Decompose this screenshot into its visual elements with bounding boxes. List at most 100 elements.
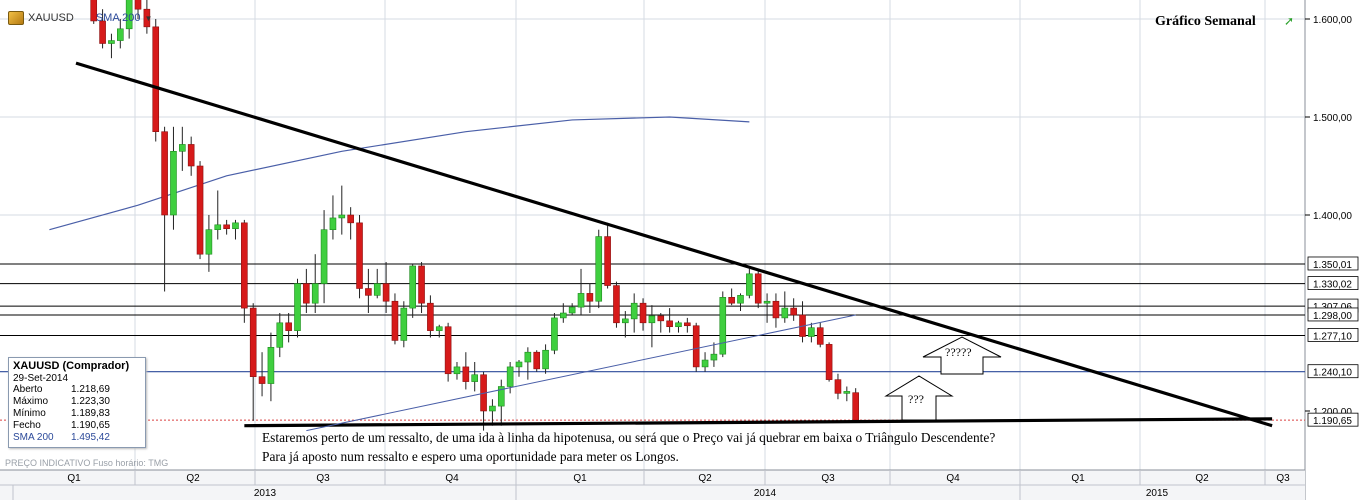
info-row-low: Mínimo 1.189,83 (13, 408, 110, 419)
candle-body (214, 224, 222, 231)
candle-body (249, 307, 257, 378)
candle-down (391, 293, 399, 345)
candle-up (179, 126, 186, 171)
candle-up (524, 347, 532, 380)
annotation-line-1: Estaremos perto de um ressalto, de uma i… (262, 430, 996, 445)
candle-up (338, 185, 346, 235)
level-tag-text: 1.330,02 (1313, 280, 1352, 291)
candle-body (746, 273, 753, 296)
candle-down (285, 313, 292, 343)
quarter-label: Q3 (821, 473, 835, 484)
trend-arrow-icon[interactable]: ➚ (1284, 14, 1295, 28)
level-tag-box (1307, 364, 1359, 379)
candle-up (568, 303, 576, 315)
sma-200-line (49, 116, 750, 231)
candle-body (338, 214, 346, 219)
candle-up (117, 19, 124, 49)
candle-down (684, 317, 691, 333)
candle-down (666, 308, 673, 333)
candle-up (746, 268, 753, 299)
candle-body (435, 326, 443, 331)
candle-body (320, 229, 328, 284)
candle-body (604, 236, 611, 286)
candle-down (825, 342, 833, 382)
quarter-label: Q4 (445, 473, 459, 484)
candle-up (214, 190, 222, 240)
chart-title: Gráfico Semanal (1155, 14, 1256, 29)
candle-down (258, 352, 266, 397)
candle-up (542, 344, 549, 374)
candle-body (329, 217, 337, 231)
candle-down (161, 126, 168, 292)
candle-down (152, 19, 160, 142)
candle-up (170, 126, 177, 230)
candle-up (471, 362, 479, 392)
candle-body (692, 325, 700, 368)
candle-up (320, 210, 328, 304)
sma-200-path (49, 116, 750, 231)
candle-body (648, 315, 656, 324)
candle-body (90, 0, 98, 22)
candle-down (303, 268, 310, 313)
candle-up (559, 303, 567, 323)
candle-body (728, 297, 735, 304)
indicator-label[interactable]: SMA 200 (95, 12, 141, 24)
candle-up (763, 293, 771, 323)
trendlines (75, 61, 1273, 432)
candle-down (143, 0, 151, 34)
arrow-shape (922, 336, 1002, 375)
info-row-close: Fecho 1.190,65 (13, 420, 110, 431)
candle-body (347, 214, 354, 224)
candle-body (772, 300, 780, 319)
candle-body (453, 366, 461, 375)
candle-body (373, 283, 381, 296)
candle-body (462, 366, 470, 382)
trendline-support (244, 417, 1273, 428)
chevron-down-icon[interactable]: ▼ (144, 13, 153, 23)
candle-down (187, 136, 195, 176)
candle-body (294, 283, 301, 331)
candle-down (249, 303, 257, 421)
candle-down (586, 283, 594, 313)
candle-down (613, 281, 620, 328)
candle-up (453, 362, 461, 380)
y-tick-label: 1.500,00 (1313, 113, 1352, 124)
quarter-label: Q2 (1195, 473, 1209, 484)
candle-down (816, 322, 824, 348)
info-row-high: Máximo 1.223,30 (13, 396, 110, 407)
level-tag-box (1307, 256, 1359, 271)
candle-up (710, 342, 718, 367)
question-arrows: ???????? (884, 336, 1002, 421)
candle-body (311, 283, 319, 304)
candle-down (790, 298, 797, 321)
candle-down (196, 161, 204, 260)
candle-body (276, 322, 284, 348)
chart-header[interactable]: XAUUSD SMA 200 ▼ (8, 9, 152, 27)
candle-body (568, 306, 576, 314)
candle-down (639, 298, 647, 331)
candle-body (506, 366, 514, 387)
candle-body (781, 307, 789, 319)
candle-body (232, 222, 239, 230)
arrow-large: ????? (922, 336, 1002, 375)
candle-body (737, 295, 744, 304)
candle-body (622, 318, 629, 324)
candle-body (684, 322, 691, 327)
candle-body (365, 288, 372, 296)
candle-up (515, 360, 523, 377)
arrow-label: ????? (945, 345, 972, 359)
level-price-tag: 1.298,00 (1307, 307, 1359, 322)
candle-body (400, 307, 408, 341)
candle-up (267, 332, 275, 402)
candle-up (701, 352, 709, 372)
symbol-label[interactable]: XAUUSD (28, 12, 74, 24)
candle-down (444, 322, 452, 382)
candle-body (444, 326, 452, 375)
candle-body (205, 229, 213, 255)
arrow-shape (884, 375, 954, 421)
candle-up (409, 264, 416, 318)
level-tag-text: 1.277,10 (1313, 331, 1352, 342)
candle-body (639, 302, 647, 324)
candle-down (347, 207, 354, 240)
candle-down (462, 352, 470, 390)
